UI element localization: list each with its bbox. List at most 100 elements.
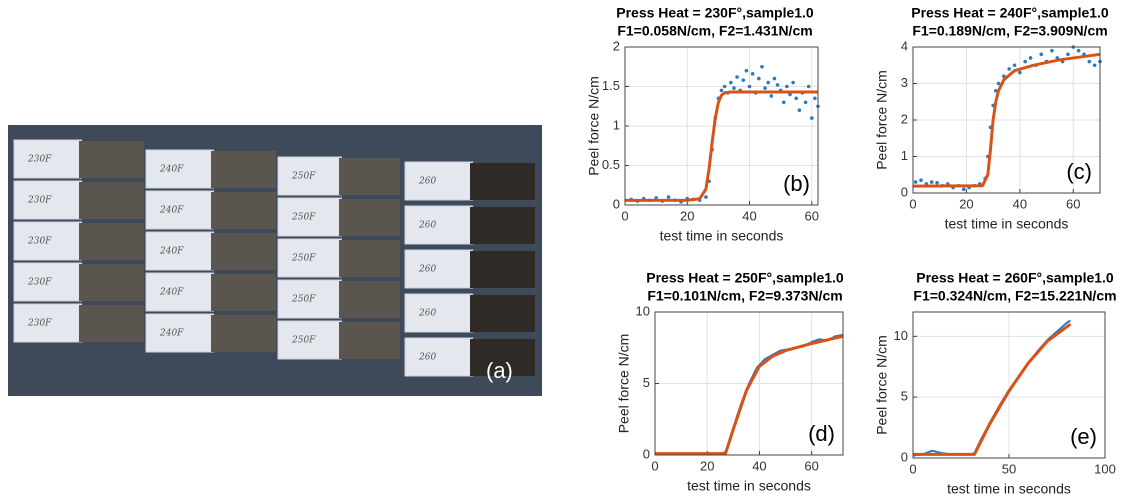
- data-point: [732, 86, 736, 90]
- chart-title: Press Heat = 260F°,sample1.0: [916, 270, 1114, 286]
- data-point: [809, 116, 814, 120]
- dark-strip: [211, 233, 276, 270]
- chart: 0 50 100 0 5 10 Press Heat = 260F°,sample1.0 F1…: [874, 270, 1117, 497]
- y-tick-label: 10: [894, 328, 908, 343]
- data-point: [1076, 48, 1081, 53]
- data-point: [781, 100, 786, 105]
- fit-line: [655, 334, 844, 456]
- x-axis-label: test time in seconds: [945, 216, 1069, 232]
- dark-strip: [470, 295, 535, 332]
- chart-subtitle: F1=0.058N/cm, F2=1.431N/cm: [617, 23, 812, 39]
- chart-title: Press Heat = 240F°,sample1.0: [911, 5, 1109, 21]
- x-axis-label: test time in seconds: [947, 481, 1071, 497]
- white-strip: [404, 205, 474, 245]
- dark-strip: [79, 182, 144, 219]
- data-point: [929, 180, 934, 184]
- data-point: [1023, 59, 1027, 64]
- panel-label: (b): [783, 171, 810, 196]
- data-point: [1018, 70, 1022, 75]
- data-point: [729, 80, 733, 85]
- panel-label: (e): [1070, 424, 1097, 449]
- dark-strip: [470, 339, 535, 376]
- data-point: [1092, 63, 1097, 68]
- dark-strip: [211, 315, 276, 352]
- dark-strip: [79, 264, 144, 301]
- data-point: [760, 64, 764, 69]
- data-point: [722, 84, 727, 89]
- white-strip: [13, 180, 83, 220]
- chart-title: Press Heat = 230F°,sample1.0: [616, 5, 814, 21]
- dark-strip: [79, 141, 144, 178]
- y-tick-label: 0.5: [602, 157, 620, 172]
- data-point: [1039, 52, 1044, 57]
- x-tick-label: 20: [700, 458, 714, 473]
- dark-strip: [470, 251, 535, 288]
- data-point: [1007, 67, 1011, 71]
- sample-label: 230F: [27, 237, 52, 247]
- white-strip: [404, 249, 474, 289]
- y-axis-label: Peel force N/cm: [616, 334, 632, 434]
- sample-label: 260: [418, 177, 436, 187]
- data-point: [806, 84, 811, 89]
- sample-label: 250F: [291, 254, 316, 264]
- chart: 0 20 40 60 0 5 10 Press Heat = 250F°,sample1.0 F…: [616, 270, 844, 494]
- sample-label: 230F: [27, 196, 52, 206]
- x-tick-label: 60: [804, 458, 818, 473]
- data-point: [735, 75, 739, 79]
- white-strip: [145, 149, 215, 189]
- data-point: [772, 76, 777, 81]
- data-point: [785, 84, 789, 89]
- axes-frame: [912, 311, 1106, 459]
- data-point: [996, 81, 1001, 86]
- white-strip: [13, 303, 83, 343]
- dark-strip: [339, 199, 400, 236]
- panel-label: (c): [1066, 159, 1092, 184]
- x-tick-label: 50: [1002, 461, 1016, 476]
- white-strip: [145, 313, 215, 353]
- sample-label: 250F: [291, 295, 316, 305]
- dark-strip: [470, 207, 535, 244]
- data-point: [654, 196, 658, 200]
- data-point: [1028, 56, 1033, 60]
- data-point: [1012, 63, 1017, 68]
- data-point: [797, 108, 802, 112]
- chart-subtitle: F1=0.189N/cm, F2=3.909N/cm: [912, 23, 1107, 39]
- y-tick-label: 1: [613, 117, 620, 132]
- white-strip: [277, 197, 342, 237]
- x-tick-label: 20: [959, 196, 973, 211]
- y-tick-label: 5: [643, 375, 650, 390]
- data-point: [961, 187, 966, 192]
- fit-line: [913, 322, 1072, 456]
- y-tick-label: 0: [901, 184, 908, 199]
- data-point: [763, 86, 767, 90]
- x-tick-label: 40: [752, 458, 766, 473]
- dark-strip: [470, 163, 535, 200]
- white-strip: [145, 272, 215, 312]
- dark-strip: [339, 322, 400, 359]
- y-tick-label: 1: [901, 148, 908, 163]
- y-tick-label: 0: [901, 449, 908, 464]
- y-axis-label: Peel force N/cm: [586, 76, 602, 176]
- data-point: [813, 96, 817, 101]
- sample-label: 250F: [291, 172, 316, 182]
- y-tick-label: 5: [901, 389, 908, 404]
- dark-strip: [79, 223, 144, 260]
- white-strip: [13, 262, 83, 302]
- data-point: [919, 178, 923, 183]
- x-tick-label: 0: [909, 196, 916, 211]
- x-tick-label: 0: [651, 458, 658, 473]
- y-tick-label: 2: [901, 111, 908, 126]
- chart: 0 20 40 60 0 1 2 3 4 Press Heat = 240F°,sample1.0…: [874, 5, 1109, 232]
- y-tick-label: 3: [901, 75, 908, 90]
- y-tick-label: 10: [636, 303, 650, 318]
- white-strip: [277, 238, 342, 278]
- dark-strip: [339, 240, 400, 277]
- panel-label: (d): [808, 421, 835, 446]
- data-point: [1087, 59, 1092, 64]
- y-tick-label: 4: [901, 38, 908, 53]
- sample-label: 240F: [159, 165, 184, 175]
- x-tick-label: 40: [742, 208, 756, 223]
- dark-strip: [339, 281, 400, 318]
- sample-label: 240F: [159, 288, 184, 298]
- dark-strip: [339, 158, 400, 195]
